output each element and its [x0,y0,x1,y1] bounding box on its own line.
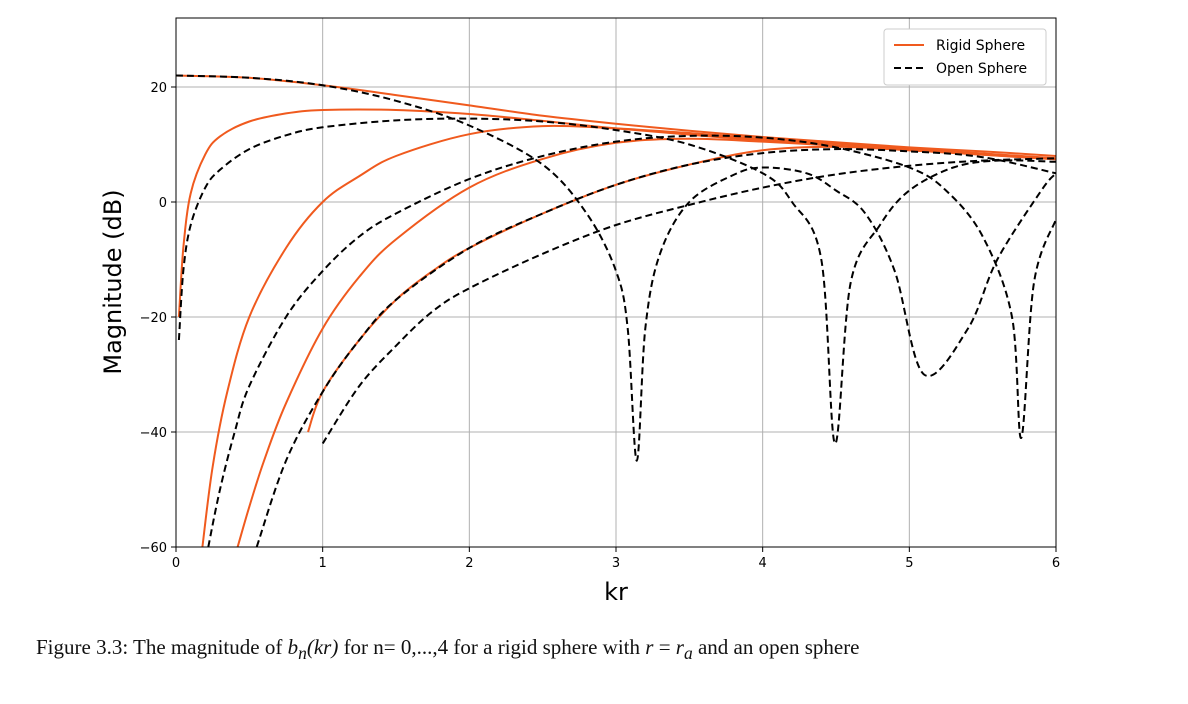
y-tick-label: −20 [140,311,167,326]
x-tick-label: 4 [759,556,767,571]
rigid-sphere-line-n2 [201,124,1056,547]
x-tick-label: 3 [612,556,620,571]
caption-a-sub: a [683,643,693,664]
x-tick-label: 2 [465,556,473,571]
caption-b: b [287,635,299,659]
caption-prefix: Figure 3.3: The magnitude of [36,635,288,659]
y-tick-label: −60 [140,541,167,556]
axis-ticks: 0 1 2 3 4 5 6 20 0 −20 −40 −60 [140,81,1061,571]
y-tick-label: 0 [159,196,167,211]
x-tick-label: 6 [1052,556,1060,571]
rigid-sphere-line-n3 [236,137,1056,547]
y-axis-label: Magnitude (dB) [99,189,127,374]
chart-figure: 0 1 2 3 4 5 6 20 0 −20 −40 −60 kr Magnitude (dB) Ri… [99,17,1061,606]
caption-kr: (kr) [306,635,339,659]
x-tick-label: 0 [172,556,180,571]
legend-label-open: Open Sphere [936,61,1027,77]
caption-suffix: and an open sphere [692,635,860,659]
caption-mid: for n= 0,...,4 for a rigid sphere with [338,635,646,659]
caption-ra: r [675,635,684,659]
open-sphere-line-n1 [177,117,1056,445]
y-tick-label: −40 [140,426,167,441]
series-layer [176,74,1056,547]
y-tick-label: 20 [150,81,167,96]
legend-box [883,28,1047,86]
x-tick-label: 5 [905,556,913,571]
open-sphere-line-n4 [321,157,1056,445]
open-sphere-line-n0 [176,74,1056,462]
caption-r: r [645,635,654,659]
x-tick-label: 1 [319,556,327,571]
x-axis-label: kr [604,578,628,606]
legend: Rigid Sphere Open Sphere [883,28,1047,86]
caption-eq: = [653,635,676,659]
open-sphere-line-n3 [255,148,1056,547]
open-sphere-line-n2 [207,134,1056,547]
legend-label-rigid: Rigid Sphere [936,38,1025,54]
caption-n-sub: n [298,643,307,664]
grid-lines [175,18,1057,548]
figure-caption: Figure 3.3: The magnitude of bn(kr) for … [36,632,1166,669]
